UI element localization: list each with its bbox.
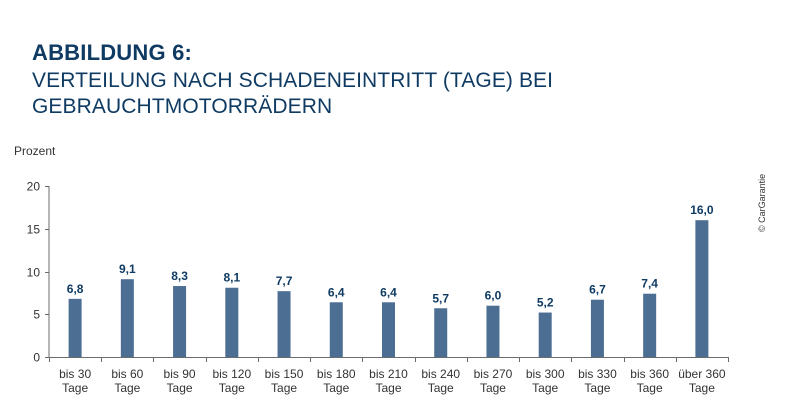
data-label: 8,1	[223, 271, 240, 285]
bar	[538, 312, 552, 357]
bar	[329, 302, 343, 357]
x-tick-label: bis 180	[317, 367, 356, 381]
y-tick-label: 15	[27, 223, 41, 237]
chart-heading: ABBILDUNG 6: VERTEILUNG NACH SCHADENEINT…	[32, 40, 800, 120]
data-label: 9,1	[119, 262, 136, 276]
data-label: 5,2	[537, 296, 554, 310]
data-label: 6,0	[485, 289, 502, 303]
x-tick-label: Tage	[114, 381, 140, 395]
y-tick-label: 20	[27, 180, 41, 194]
x-tick-label: Tage	[532, 381, 558, 395]
x-tick-label: bis 300	[526, 367, 565, 381]
x-tick-label: Tage	[323, 381, 349, 395]
bar	[68, 298, 82, 357]
bar	[486, 305, 500, 357]
bar	[382, 302, 395, 357]
x-tick-label: Tage	[584, 381, 610, 395]
x-tick-label: Tage	[689, 381, 715, 395]
x-tick-label: bis 120	[212, 367, 251, 381]
x-tick-label: bis 210	[369, 367, 408, 381]
data-label: 6,4	[380, 285, 397, 299]
x-tick-label: Tage	[219, 381, 245, 395]
y-axis-label: Prozent	[14, 144, 56, 158]
data-label: 5,7	[432, 291, 449, 305]
bar	[225, 287, 239, 357]
bar	[173, 286, 187, 357]
x-tick-label: Tage	[62, 381, 88, 395]
x-tick-label: Tage	[637, 381, 663, 395]
chart-title: VERTEILUNG NACH SCHADENEINTRITT (TAGE) B…	[32, 69, 554, 118]
bar	[590, 299, 604, 357]
x-tick-label: Tage	[428, 381, 454, 395]
bar	[120, 279, 134, 357]
x-tick-label: bis 90	[164, 367, 196, 381]
bar	[695, 220, 709, 357]
data-label: 6,4	[328, 285, 345, 299]
x-tick-label: bis 330	[578, 367, 617, 381]
data-label: 6,8	[67, 282, 84, 296]
bar	[277, 291, 291, 357]
x-tick-label: bis 270	[474, 367, 513, 381]
data-label: 7,7	[276, 274, 293, 288]
x-tick-label: bis 30	[59, 367, 91, 381]
x-tick-label: über 360	[678, 367, 726, 381]
x-tick-label: Tage	[480, 381, 506, 395]
data-label: 6,7	[589, 283, 606, 297]
figure-label: ABBILDUNG 6:	[32, 40, 193, 65]
y-tick-label: 10	[27, 266, 41, 280]
x-tick-label: bis 60	[111, 367, 143, 381]
bar	[643, 293, 657, 357]
x-tick-label: Tage	[375, 381, 401, 395]
data-label: 16,0	[690, 203, 714, 217]
x-tick-label: bis 360	[630, 367, 669, 381]
x-tick-label: bis 240	[421, 367, 460, 381]
y-tick-label: 0	[33, 351, 40, 365]
x-tick-label: Tage	[271, 381, 297, 395]
data-label: 8,3	[171, 269, 188, 283]
bar	[434, 308, 448, 357]
x-tick-label: bis 150	[265, 367, 304, 381]
data-label: 7,4	[641, 277, 658, 291]
x-tick-label: Tage	[167, 381, 193, 395]
y-tick-label: 5	[33, 308, 40, 322]
